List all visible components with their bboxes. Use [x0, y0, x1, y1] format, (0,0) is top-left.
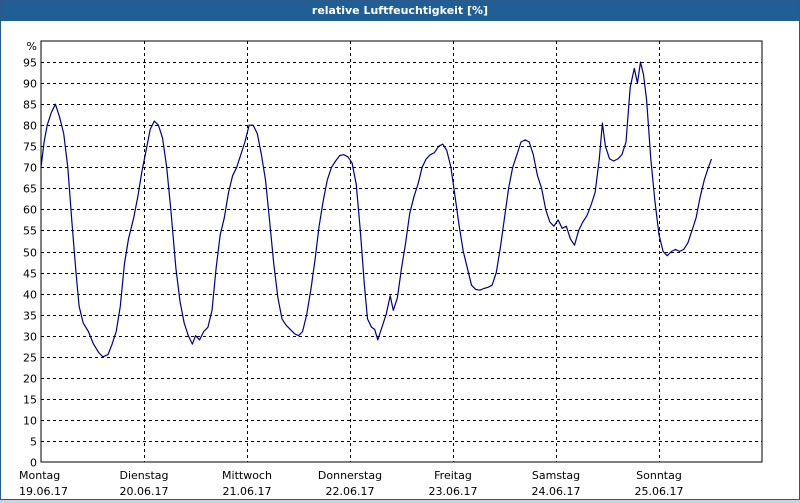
y-tick-label: 75 — [23, 141, 37, 154]
y-tick-label: 95 — [23, 57, 37, 70]
x-tick-day-label: Dienstag — [119, 469, 168, 482]
x-tick-day-label: Montag — [19, 469, 60, 482]
x-tick-date-label: 23.06.17 — [429, 485, 478, 498]
x-tick-day-label: Samstag — [532, 469, 580, 482]
y-tick-label: 30 — [23, 331, 37, 344]
y-tick-label: 0 — [30, 457, 37, 470]
x-tick-date-label: 19.06.17 — [19, 485, 68, 498]
chart-title: relative Luftfeuchtigkeit [%] — [1, 1, 799, 21]
x-tick-day-label: Mittwoch — [222, 469, 272, 482]
x-tick-date-label: 24.06.17 — [532, 485, 581, 498]
x-tick-date-label: 20.06.17 — [120, 485, 169, 498]
x-tick-date-label: 22.06.17 — [326, 485, 375, 498]
y-tick-label: 90 — [23, 78, 37, 91]
y-tick-label: 35 — [23, 310, 37, 323]
y-axis-label: % — [27, 40, 37, 53]
y-tick-label: 65 — [23, 183, 37, 196]
y-tick-label: 25 — [23, 352, 37, 365]
y-tick-label: 55 — [23, 225, 37, 238]
plot-border — [40, 40, 763, 463]
x-tick-day-label: Donnerstag — [318, 469, 382, 482]
y-tick-label: 5 — [30, 436, 37, 449]
x-tick-day-label: Freitag — [434, 469, 472, 482]
y-tick-label: 60 — [23, 204, 37, 217]
y-tick-label: 40 — [23, 289, 37, 302]
y-tick-label: 10 — [23, 415, 37, 428]
x-tick-date-label: 21.06.17 — [223, 485, 272, 498]
x-tick-day-label: Sonntag — [636, 469, 682, 482]
x-tick-date-label: 25.06.17 — [635, 485, 684, 498]
humidity-series-line — [40, 61, 713, 358]
y-tick-label: 20 — [23, 373, 37, 386]
y-tick-label: 70 — [23, 162, 37, 175]
y-tick-label: 50 — [23, 247, 37, 260]
plot-area: 0 5 10 15 20 25 30 35 40 45 50 55 60 65 70 75 80 85 90 95% M… — [1, 22, 799, 499]
y-tick-label: 85 — [23, 99, 37, 112]
y-tick-label: 80 — [23, 120, 37, 133]
y-tick-label: 15 — [23, 394, 37, 407]
humidity-line-chart: 0 5 10 15 20 25 30 35 40 45 50 55 60 65 70 75 80 85 90 95% M… — [19, 40, 763, 498]
y-tick-label: 45 — [23, 268, 37, 281]
